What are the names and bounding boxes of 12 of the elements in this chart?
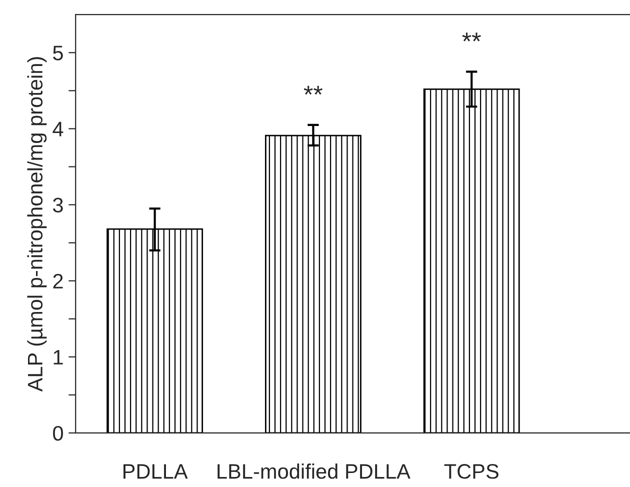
y-axis-title: ALP (µmol p-nitrophonel/mg protein): [27, 57, 47, 392]
x-tick-label: PDLLA: [124, 464, 188, 479]
y-tick-label: 4: [52, 122, 64, 136]
annotation: **: [462, 32, 481, 42]
x-tick-label: TCPS: [444, 464, 498, 479]
y-tick-label: 2: [53, 274, 63, 288]
y-tick-label: 1: [54, 350, 63, 364]
y-tick-label: 0: [53, 426, 63, 441]
annotation: **: [304, 86, 323, 95]
x-tick-label: LBL-modified PDLLA: [218, 464, 410, 479]
y-tick-label: 3: [53, 198, 63, 213]
y-tick-label: 5: [53, 46, 63, 60]
